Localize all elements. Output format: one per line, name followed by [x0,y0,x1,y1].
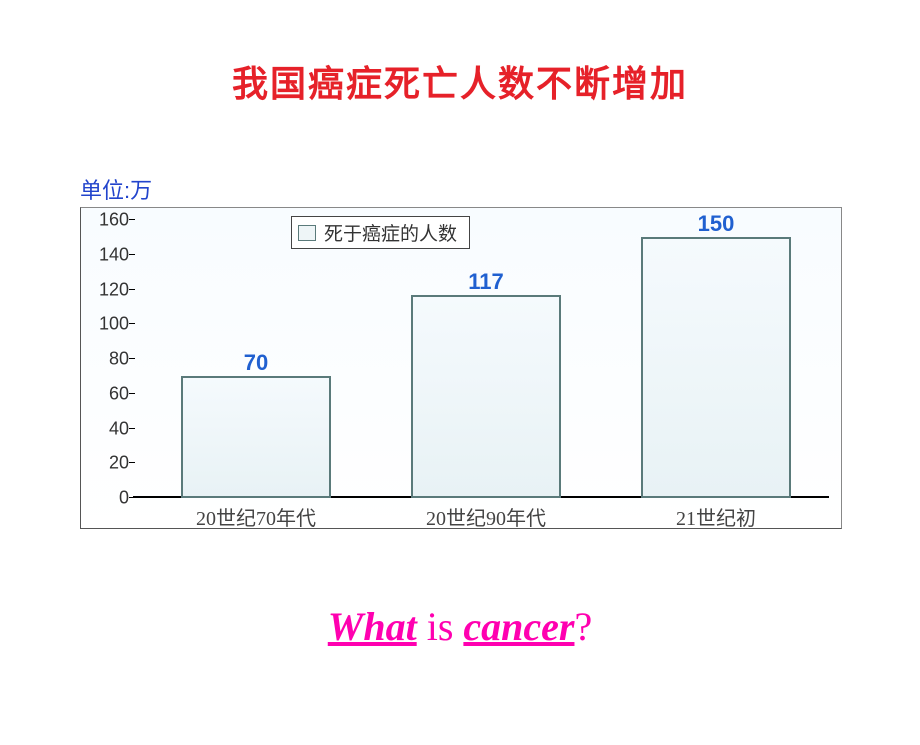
ytick-mark [129,254,135,255]
legend-swatch [298,225,316,241]
legend: 死于癌症的人数 [291,216,470,249]
ytick-mark [129,358,135,359]
page-title: 我国癌症死亡人数不断增加 [0,55,920,107]
ytick-60: 60 [81,383,129,404]
ytick-160: 160 [81,210,129,231]
ytick-100: 100 [81,314,129,335]
ytick-mark [129,462,135,463]
x-label-21c: 21世纪初 [641,502,791,531]
subtitle: What is cancer? [0,603,920,650]
x-label-1970s: 20世纪70年代 [181,502,331,531]
ytick-mark [129,219,135,220]
ytick-mark [129,393,135,394]
bar-chart: 死于癌症的人数 0 20 40 60 80 100 120 140 160 70… [80,207,842,529]
bar-rect: 117 [411,295,561,498]
ytick-20: 20 [81,453,129,474]
bar-rect: 70 [181,376,331,498]
ytick-mark [129,289,135,290]
bar-rect: 150 [641,237,791,498]
subtitle-word-cancer: cancer [463,604,574,649]
ytick-mark [129,428,135,429]
x-label-1990s: 20世纪90年代 [411,502,561,531]
ytick-0: 0 [81,488,129,509]
ytick-mark [129,323,135,324]
bar-value-label: 117 [413,269,559,295]
subtitle-word-what: What [328,604,417,649]
bar-value-label: 70 [183,350,329,376]
ytick-40: 40 [81,418,129,439]
legend-label: 死于癌症的人数 [324,219,457,246]
ytick-80: 80 [81,349,129,370]
bar-value-label: 150 [643,211,789,237]
y-axis-unit-label: 单位:万 [80,173,152,205]
ytick-140: 140 [81,244,129,265]
subtitle-middle: is [417,604,464,649]
ytick-120: 120 [81,279,129,300]
subtitle-question-mark: ? [574,604,592,649]
